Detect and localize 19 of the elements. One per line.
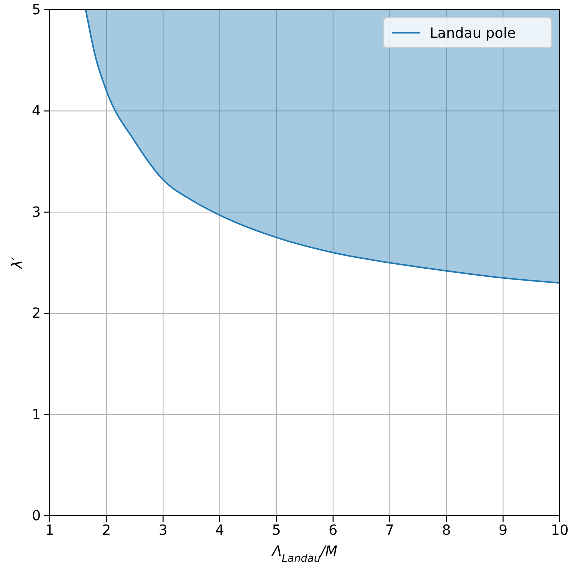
x-axis-title: Λ$_{Landau}$/M (271, 544, 338, 562)
x-tick-label: 9 (498, 522, 508, 539)
x-tick-label: 1 (46, 522, 54, 539)
y-tick-label: 0 (32, 508, 41, 524)
x-tick-label: 4 (216, 522, 225, 539)
y-tick-label: 5 (32, 2, 41, 18)
y-tick-label: 4 (32, 104, 42, 120)
y-tick-label: 2 (32, 306, 41, 322)
y-tick-label: 1 (32, 407, 41, 424)
x-tick-label: 10 (551, 522, 569, 539)
y-tick-label: 3 (32, 204, 41, 221)
x-tick-label: 7 (386, 522, 394, 539)
x-tick-label: 6 (328, 522, 338, 539)
x-tick-label: 8 (442, 522, 452, 539)
x-tick-label: 2 (102, 522, 112, 539)
y-axis-title: λ′ (10, 256, 26, 270)
x-tick-label: 3 (158, 522, 168, 539)
x-tick-label: 5 (272, 522, 282, 539)
legend-label: Landau pole (430, 26, 516, 42)
